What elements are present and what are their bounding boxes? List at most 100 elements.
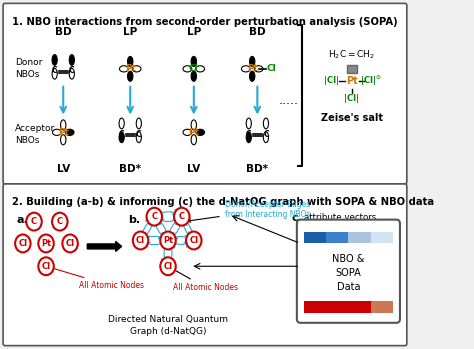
Circle shape bbox=[160, 231, 176, 250]
Bar bbox=[371, 231, 393, 244]
Text: C: C bbox=[136, 130, 142, 139]
Text: Donor/Acceptor Edges
from Interacting NBOs: Donor/Acceptor Edges from Interacting NB… bbox=[188, 200, 310, 222]
Text: C: C bbox=[263, 130, 269, 139]
Text: H$_2$C$=$CH$_2$: H$_2$C$=$CH$_2$ bbox=[328, 49, 375, 61]
Ellipse shape bbox=[191, 57, 197, 67]
Circle shape bbox=[38, 235, 54, 252]
Text: C: C bbox=[31, 217, 37, 226]
Text: LP: LP bbox=[187, 27, 201, 37]
Text: Pt: Pt bbox=[58, 128, 69, 137]
Text: |Cl|$^{\ominus}$: |Cl|$^{\ominus}$ bbox=[360, 74, 382, 88]
FancyBboxPatch shape bbox=[3, 184, 407, 346]
Text: a.: a. bbox=[17, 215, 28, 225]
Text: b.: b. bbox=[128, 215, 141, 225]
Circle shape bbox=[133, 231, 148, 250]
Circle shape bbox=[174, 208, 190, 225]
Ellipse shape bbox=[196, 66, 205, 72]
Text: BD: BD bbox=[249, 27, 265, 37]
FancyBboxPatch shape bbox=[297, 220, 400, 323]
Ellipse shape bbox=[191, 71, 197, 81]
Text: All Atomic Nodes: All Atomic Nodes bbox=[172, 268, 238, 292]
Text: |Cl|: |Cl| bbox=[324, 76, 339, 85]
Ellipse shape bbox=[196, 129, 205, 135]
Ellipse shape bbox=[191, 120, 197, 130]
Ellipse shape bbox=[264, 132, 269, 143]
Text: C: C bbox=[57, 217, 63, 226]
Text: Donor
NBOs: Donor NBOs bbox=[15, 58, 43, 79]
Text: Pt: Pt bbox=[246, 64, 258, 73]
Text: LP: LP bbox=[123, 27, 137, 37]
Circle shape bbox=[186, 231, 201, 250]
Text: LV: LV bbox=[187, 164, 201, 174]
Bar bbox=[326, 231, 348, 244]
Text: NBO &
SOPA
Data: NBO & SOPA Data bbox=[332, 254, 365, 292]
Bar bbox=[348, 231, 371, 244]
Circle shape bbox=[15, 235, 31, 252]
Text: c.: c. bbox=[292, 213, 302, 223]
Text: |Cl|: |Cl| bbox=[344, 94, 359, 103]
Text: Cl: Cl bbox=[164, 262, 173, 271]
Ellipse shape bbox=[119, 132, 124, 143]
Text: C: C bbox=[119, 130, 125, 139]
Ellipse shape bbox=[249, 71, 255, 81]
Circle shape bbox=[38, 257, 54, 275]
Circle shape bbox=[26, 213, 42, 231]
Ellipse shape bbox=[246, 118, 251, 129]
Ellipse shape bbox=[183, 129, 192, 135]
Text: LV: LV bbox=[56, 164, 70, 174]
Text: Pt: Pt bbox=[41, 239, 51, 248]
Ellipse shape bbox=[61, 120, 66, 130]
Text: Cl: Cl bbox=[136, 236, 145, 245]
Text: BD*: BD* bbox=[246, 164, 268, 174]
Ellipse shape bbox=[61, 135, 66, 145]
Ellipse shape bbox=[69, 68, 74, 79]
Ellipse shape bbox=[264, 118, 269, 129]
Text: Cl: Cl bbox=[65, 239, 75, 248]
Text: C: C bbox=[52, 66, 57, 75]
Ellipse shape bbox=[52, 68, 57, 79]
Text: BD*: BD* bbox=[119, 164, 141, 174]
Text: Cl: Cl bbox=[42, 262, 51, 271]
Bar bbox=[326, 301, 348, 313]
Text: Pt: Pt bbox=[125, 64, 136, 73]
Ellipse shape bbox=[191, 135, 197, 145]
Ellipse shape bbox=[69, 54, 74, 65]
Text: Pt: Pt bbox=[346, 76, 358, 86]
Text: Cl: Cl bbox=[18, 239, 27, 248]
Text: BD: BD bbox=[55, 27, 72, 37]
Ellipse shape bbox=[65, 129, 74, 135]
Text: 2. Building (a-b) & informing (c) the d-NatQG graph with SOPA & NBO data: 2. Building (a-b) & informing (c) the d-… bbox=[12, 197, 434, 207]
Bar bbox=[348, 301, 371, 313]
Text: C: C bbox=[179, 212, 185, 221]
Circle shape bbox=[146, 208, 162, 225]
Bar bbox=[304, 301, 326, 313]
Ellipse shape bbox=[52, 54, 57, 65]
Text: All Atomic Nodes: All Atomic Nodes bbox=[49, 267, 144, 290]
Ellipse shape bbox=[246, 132, 251, 143]
Text: C: C bbox=[246, 130, 252, 139]
Ellipse shape bbox=[136, 132, 141, 143]
Text: 1. NBO interactions from second-order perturbation analysis (SOPA): 1. NBO interactions from second-order pe… bbox=[12, 17, 397, 27]
Text: C: C bbox=[151, 212, 157, 221]
Ellipse shape bbox=[132, 66, 141, 72]
Text: Acceptor
NBOs: Acceptor NBOs bbox=[15, 124, 55, 145]
Text: Cl: Cl bbox=[189, 64, 199, 73]
Ellipse shape bbox=[53, 129, 61, 135]
FancyBboxPatch shape bbox=[3, 3, 407, 184]
Text: Directed Natural Quantum
Graph (d-NatQG): Directed Natural Quantum Graph (d-NatQG) bbox=[108, 315, 228, 336]
Ellipse shape bbox=[128, 57, 133, 67]
Bar bbox=[304, 231, 326, 244]
Circle shape bbox=[52, 213, 67, 231]
Text: C: C bbox=[69, 66, 74, 75]
Ellipse shape bbox=[254, 66, 263, 72]
Ellipse shape bbox=[119, 66, 128, 72]
Text: Zeise's salt: Zeise's salt bbox=[321, 113, 383, 124]
Ellipse shape bbox=[128, 71, 133, 81]
Text: Pt: Pt bbox=[188, 128, 199, 137]
Text: Cl: Cl bbox=[266, 64, 276, 73]
Bar bbox=[371, 301, 393, 313]
Bar bbox=[346, 65, 357, 73]
Text: attribute vectors: attribute vectors bbox=[304, 213, 376, 222]
Ellipse shape bbox=[241, 66, 250, 72]
Ellipse shape bbox=[183, 66, 192, 72]
